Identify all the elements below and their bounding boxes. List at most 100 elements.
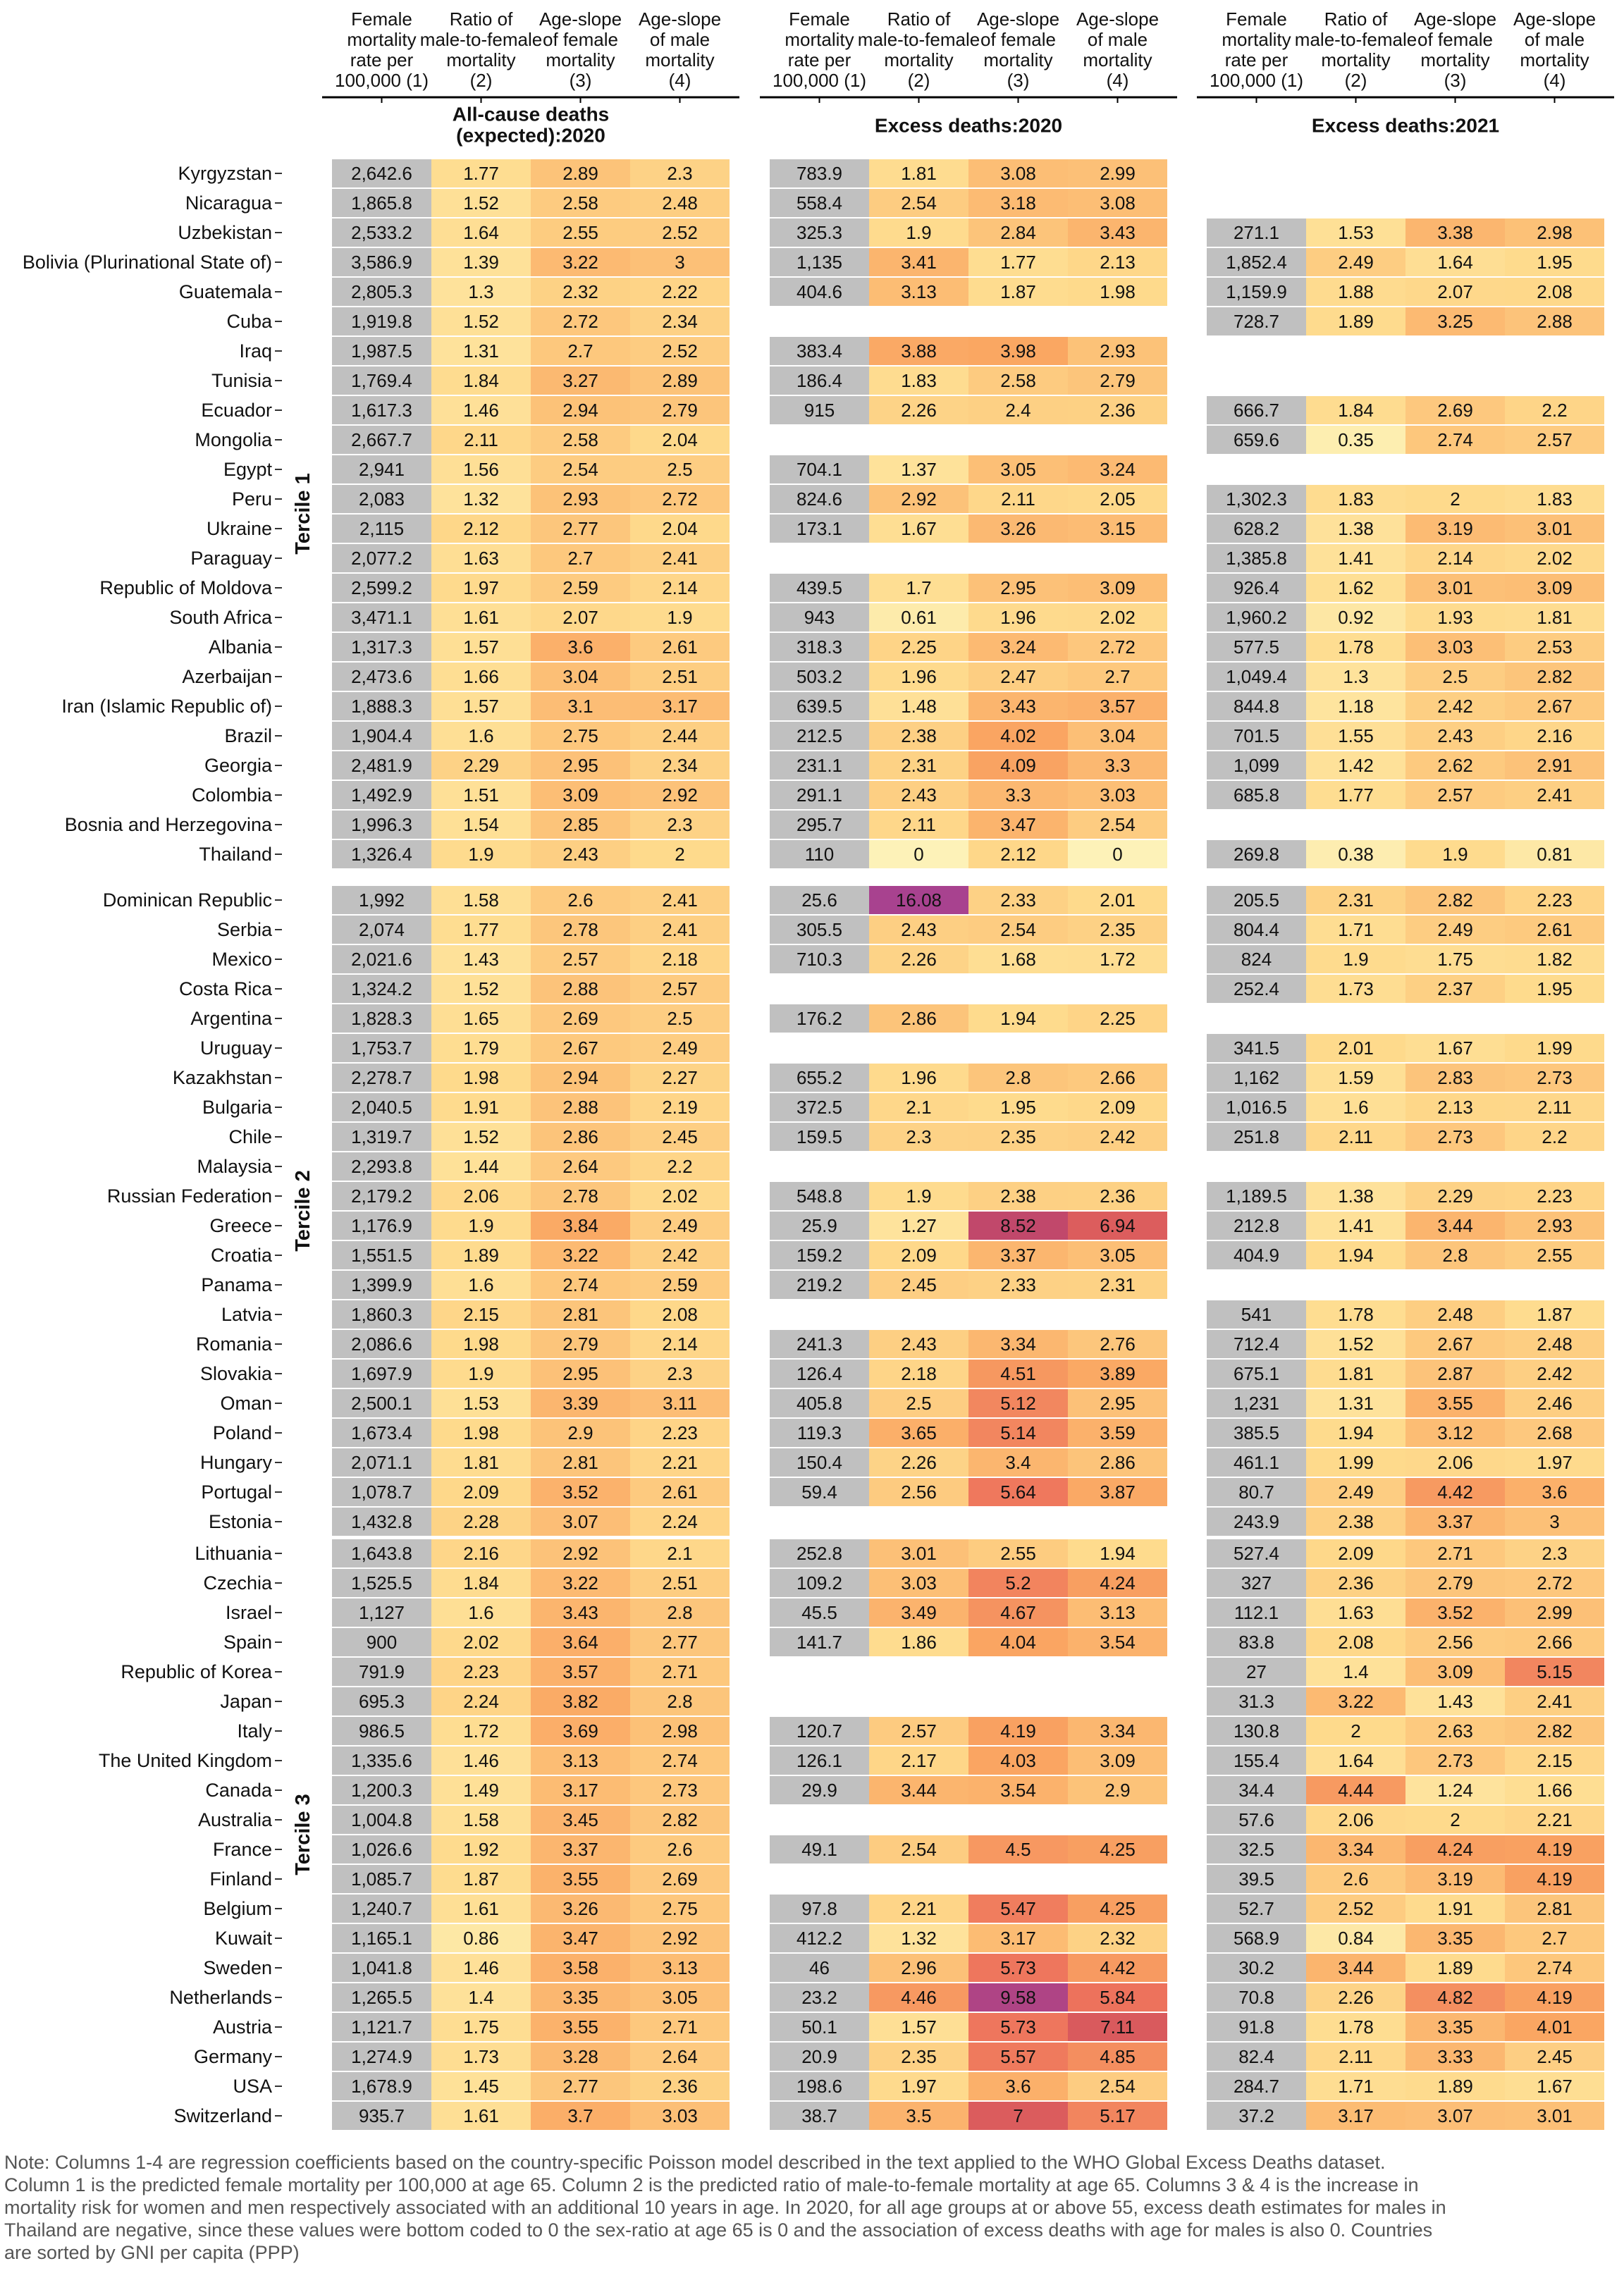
cell-value: 2,805.3: [351, 281, 412, 302]
cell-value: 3.84: [562, 1215, 598, 1236]
cell-value: 2.58: [562, 192, 598, 214]
heat-cell: [431, 945, 531, 973]
cell-value: 1.4: [468, 1987, 493, 2008]
cell-value: 1.73: [463, 2046, 499, 2067]
cell-value: 3.54: [1000, 1780, 1036, 1801]
cell-value: 1.57: [463, 696, 499, 717]
cell-value: 5.64: [1000, 1482, 1036, 1503]
cell-value: 3.64: [562, 1632, 598, 1653]
cell-value: 2.07: [562, 607, 598, 628]
heat-cell: [968, 1599, 1068, 1627]
heat-cell: [531, 1241, 630, 1269]
heat-cell: [431, 455, 531, 483]
cell-value: 685.8: [1234, 784, 1279, 806]
heat-cell: [770, 1182, 869, 1210]
heat-cell: [431, 1034, 531, 1062]
heat-cell: [869, 1182, 968, 1210]
cell-value: 2.73: [662, 1780, 698, 1801]
cell-value: 1.3: [1343, 666, 1368, 687]
cell-value: 1,200.3: [351, 1780, 412, 1801]
heat-cell: [1405, 1569, 1505, 1597]
heat-cell: [1505, 603, 1604, 632]
heat-cell: [968, 1330, 1068, 1358]
cell-value: 1.52: [1338, 1333, 1374, 1355]
heat-cell: [630, 218, 730, 247]
heat-cell: [531, 1004, 630, 1033]
row-label: Ecuador: [201, 400, 272, 421]
heat-cell: [630, 366, 730, 395]
row-label: Mexico: [211, 949, 272, 970]
heat-cell: [1207, 1806, 1306, 1834]
cell-value: 1.96: [1000, 607, 1036, 628]
heat-cell: [1306, 1895, 1405, 1923]
cell-value: 1.45: [463, 2076, 499, 2097]
cell-value: 2.51: [662, 666, 698, 687]
cell-value: 1,302.3: [1226, 488, 1287, 510]
heat-cell: [869, 840, 968, 868]
heat-cell: [869, 1628, 968, 1656]
cell-value: 29.9: [801, 1780, 837, 1801]
cell-value: 2.59: [662, 1274, 698, 1295]
heat-cell: [1306, 1569, 1405, 1597]
heat-cell: [869, 574, 968, 602]
cell-value: 2.49: [1338, 252, 1374, 273]
heat-cell: [770, 1271, 869, 1299]
heat-cell: [1068, 1539, 1167, 1567]
heat-cell: [1207, 1835, 1306, 1864]
heat-cell: [1306, 1330, 1405, 1358]
heat-cell: [869, 159, 968, 187]
cell-value: 3,471.1: [351, 607, 412, 628]
heat-cell: [770, 574, 869, 602]
cell-value: 3.08: [1000, 163, 1036, 184]
heat-cell: [770, 1004, 869, 1033]
cell-value: 2.32: [562, 281, 598, 302]
cell-value: 1,335.6: [351, 1750, 412, 1771]
cell-value: 2: [1450, 1809, 1460, 1830]
cell-value: 1,432.8: [351, 1511, 412, 1532]
cell-value: 126.1: [796, 1750, 842, 1771]
cell-value: 1,041.8: [351, 1957, 412, 1978]
cell-value: 1,617.3: [351, 400, 412, 421]
heat-cell: [968, 248, 1068, 276]
cell-value: 1.68: [1000, 949, 1036, 970]
column-header-3-2: Ratio of: [1324, 8, 1388, 30]
column-header-2-1: Female: [789, 8, 850, 30]
heat-cell: [531, 751, 630, 780]
cell-value: 0: [1112, 844, 1122, 865]
heat-cell: [1405, 1123, 1505, 1151]
cell-value: 32.5: [1238, 1839, 1274, 1860]
heat-cell: [1068, 1717, 1167, 1745]
cell-value: 4.19: [1537, 1987, 1573, 2008]
cell-value: 2.24: [463, 1691, 499, 1712]
heat-cell: [1068, 781, 1167, 809]
cell-value: 2.16: [463, 1543, 499, 1564]
column-header-3-4: of male: [1525, 29, 1585, 50]
cell-value: 2.14: [662, 577, 698, 598]
cell-value: 1,162: [1234, 1067, 1279, 1088]
cell-value: 80.7: [1238, 1482, 1274, 1503]
heat-cell: [1405, 1478, 1505, 1506]
cell-value: 2.74: [1537, 1957, 1573, 1978]
heat-cell: [968, 663, 1068, 691]
heat-cell: [332, 1123, 431, 1151]
heat-cell: [869, 1330, 968, 1358]
cell-value: 1.24: [1437, 1780, 1473, 1801]
cell-value: 2.82: [1437, 889, 1473, 911]
cell-value: 3.35: [1437, 2016, 1473, 2038]
cell-value: 3.55: [1437, 1393, 1473, 1414]
heat-cell: [1505, 396, 1604, 424]
row-label: Cuba: [226, 311, 273, 332]
heat-cell: [1306, 544, 1405, 572]
heat-cell: [630, 1123, 730, 1151]
heat-cell: [332, 1508, 431, 1536]
heat-cell: [431, 811, 531, 839]
cell-value: 1.61: [463, 1898, 499, 1919]
cell-value: 0.84: [1338, 1928, 1374, 1949]
heat-cell: [332, 515, 431, 543]
cell-value: 3.34: [1100, 1720, 1136, 1742]
cell-value: 2.02: [1100, 607, 1136, 628]
cell-value: 1,399.9: [351, 1274, 412, 1295]
heat-cell: [1306, 1776, 1405, 1804]
cell-value: 2.45: [662, 1126, 698, 1147]
heat-cell: [431, 1599, 531, 1627]
